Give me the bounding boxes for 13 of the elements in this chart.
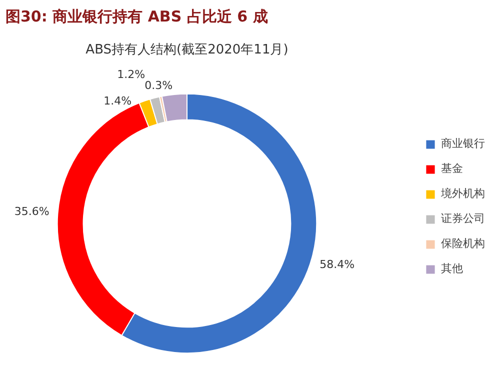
data-label: 1.4%	[104, 94, 132, 108]
chart-subtitle: ABS持有人结构(截至2020年11月)	[86, 42, 288, 58]
chart-title: 图30: 商业银行持有 ABS 占比近 6 成	[6, 8, 268, 26]
legend-label: 基金	[441, 161, 463, 176]
data-label: 35.6%	[14, 205, 50, 218]
legend-label: 证券公司	[441, 211, 485, 226]
legend-label: 保险机构	[441, 236, 485, 251]
legend-label: 境外机构	[441, 186, 485, 201]
data-label: 58.4%	[320, 258, 355, 271]
legend-label: 商业银行	[441, 136, 485, 151]
data-label: 1.2%	[117, 68, 146, 82]
legend-label: 其他	[441, 261, 463, 276]
data-label: 0.3%	[144, 79, 173, 92]
